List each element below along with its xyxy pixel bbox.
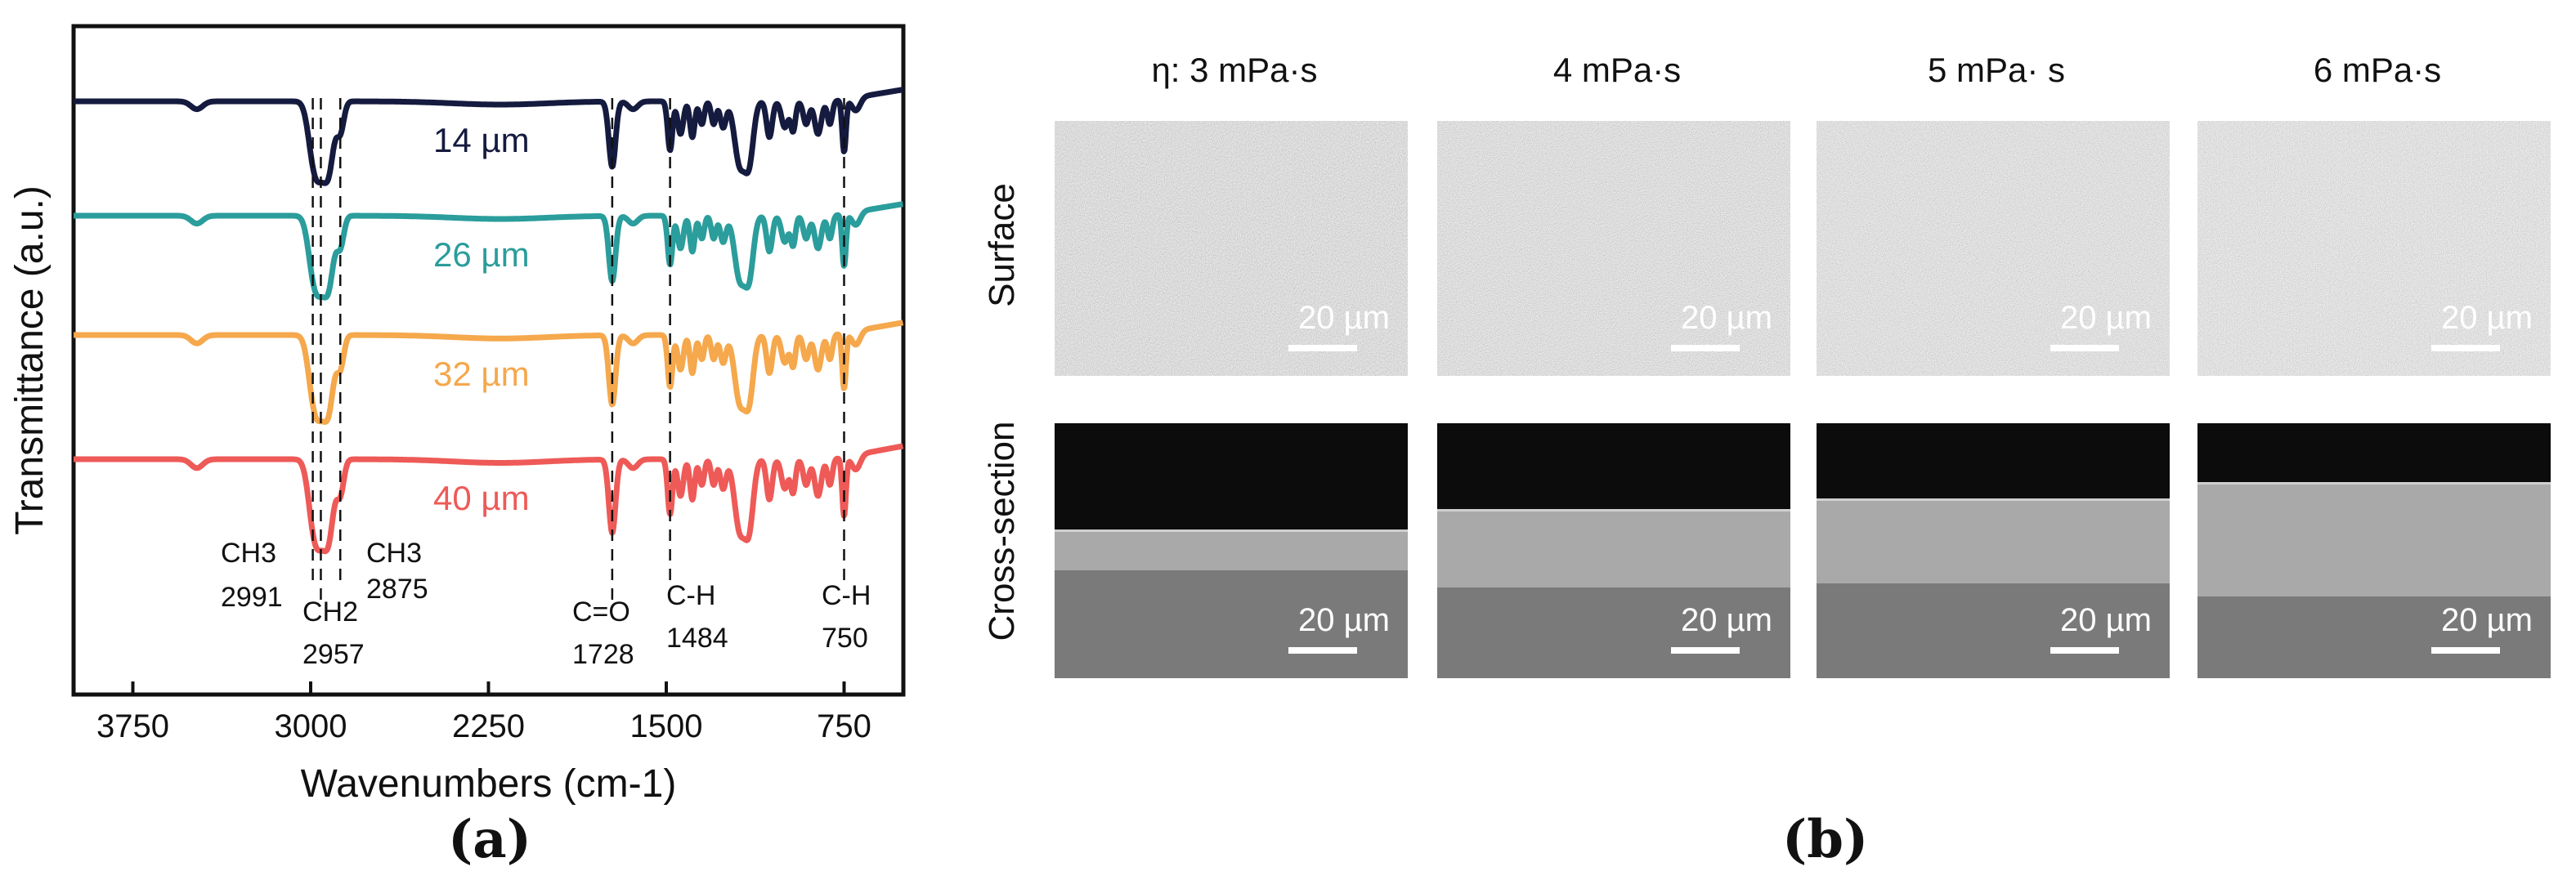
cross-section-image-1: 20 µm bbox=[1055, 423, 1408, 678]
peak-name-1: CH3 bbox=[221, 538, 276, 569]
scale-bar-label: 20 µm bbox=[2060, 300, 2152, 336]
scale-bar-label: 20 µm bbox=[1681, 602, 1772, 638]
peak-value-2: 2957 bbox=[302, 639, 365, 670]
series-line-4 bbox=[71, 443, 905, 555]
scale-bar-label: 20 µm bbox=[1298, 602, 1390, 638]
y-axis-label: Transmittance (a.u.) bbox=[8, 185, 52, 535]
peak-name-6: C-H bbox=[822, 580, 871, 611]
column-header-2: 4 mPa·s bbox=[1552, 51, 1682, 89]
series-label-2: 26 µm bbox=[433, 235, 530, 274]
scale-bar bbox=[1288, 345, 1357, 351]
scale-bar bbox=[2050, 647, 2119, 654]
peak-value-6: 750 bbox=[822, 623, 868, 654]
x-tick-label-4: 1500 bbox=[630, 708, 703, 744]
scale-bar-label: 20 µm bbox=[1681, 300, 1772, 336]
scale-bar-label: 20 µm bbox=[2060, 602, 2152, 638]
cross-section-image-3: 20 µm bbox=[1817, 423, 2170, 678]
x-tick-label-5: 750 bbox=[817, 708, 871, 744]
scale-bar-label: 20 µm bbox=[2441, 602, 2533, 638]
ftir-chart: 14 µm 26 µm 32 µm 40 µm CH3 2991 CH2 2957 CH3 28… bbox=[8, 24, 906, 806]
peak-name-2: CH2 bbox=[302, 596, 358, 628]
surface-image-1: 20 µm bbox=[1055, 121, 1408, 376]
column-header-4: 6 mPa·s bbox=[2313, 51, 2442, 89]
series-label-3: 32 µm bbox=[433, 355, 530, 393]
surface-image-4: 20 µm bbox=[2197, 121, 2551, 376]
panel-b-label: (b) bbox=[1782, 809, 1869, 870]
peak-value-3: 2875 bbox=[366, 574, 428, 605]
peak-value-1: 2991 bbox=[221, 582, 283, 613]
cross-section-image-4: 20 µm bbox=[2197, 423, 2551, 678]
x-tick-label-2: 3000 bbox=[275, 708, 347, 744]
scale-bar bbox=[1671, 345, 1740, 351]
surface-image-3: 20 µm bbox=[1817, 121, 2170, 376]
x-axis-label: Wavenumbers (cm-1) bbox=[301, 762, 677, 806]
series-line-2 bbox=[71, 201, 905, 301]
surface-image-2: 20 µm bbox=[1437, 121, 1790, 376]
column-header-3: 5 mPa· s bbox=[1927, 51, 2066, 89]
peak-name-5: C-H bbox=[666, 580, 715, 611]
panel-a-label: (a) bbox=[448, 809, 532, 870]
row-header-1: Surface bbox=[982, 183, 1022, 307]
scale-bar-label: 20 µm bbox=[2441, 300, 2533, 336]
peak-name-3: CH3 bbox=[366, 538, 422, 569]
scale-bar-label: 20 µm bbox=[1298, 300, 1390, 336]
peak-name-4: C=O bbox=[572, 596, 630, 628]
cross-section-image-2: 20 µm bbox=[1437, 423, 1790, 678]
row-header-2: Cross-section bbox=[982, 421, 1022, 641]
series-line-3 bbox=[71, 319, 905, 425]
scale-bar bbox=[1671, 647, 1740, 654]
x-tick-label-3: 2250 bbox=[452, 708, 525, 744]
x-tick-label-1: 3750 bbox=[96, 708, 169, 744]
peak-value-4: 1728 bbox=[572, 639, 634, 670]
scale-bar bbox=[1288, 647, 1357, 654]
column-header-1: η: 3 mPa·s bbox=[1151, 51, 1318, 89]
scale-bar bbox=[2431, 345, 2500, 351]
peak-value-5: 1484 bbox=[666, 623, 728, 654]
scale-bar bbox=[2050, 345, 2119, 351]
series-line-1 bbox=[71, 87, 905, 186]
series-label-4: 40 µm bbox=[433, 479, 530, 517]
scale-bar bbox=[2431, 647, 2500, 654]
series-label-1: 14 µm bbox=[433, 121, 530, 159]
